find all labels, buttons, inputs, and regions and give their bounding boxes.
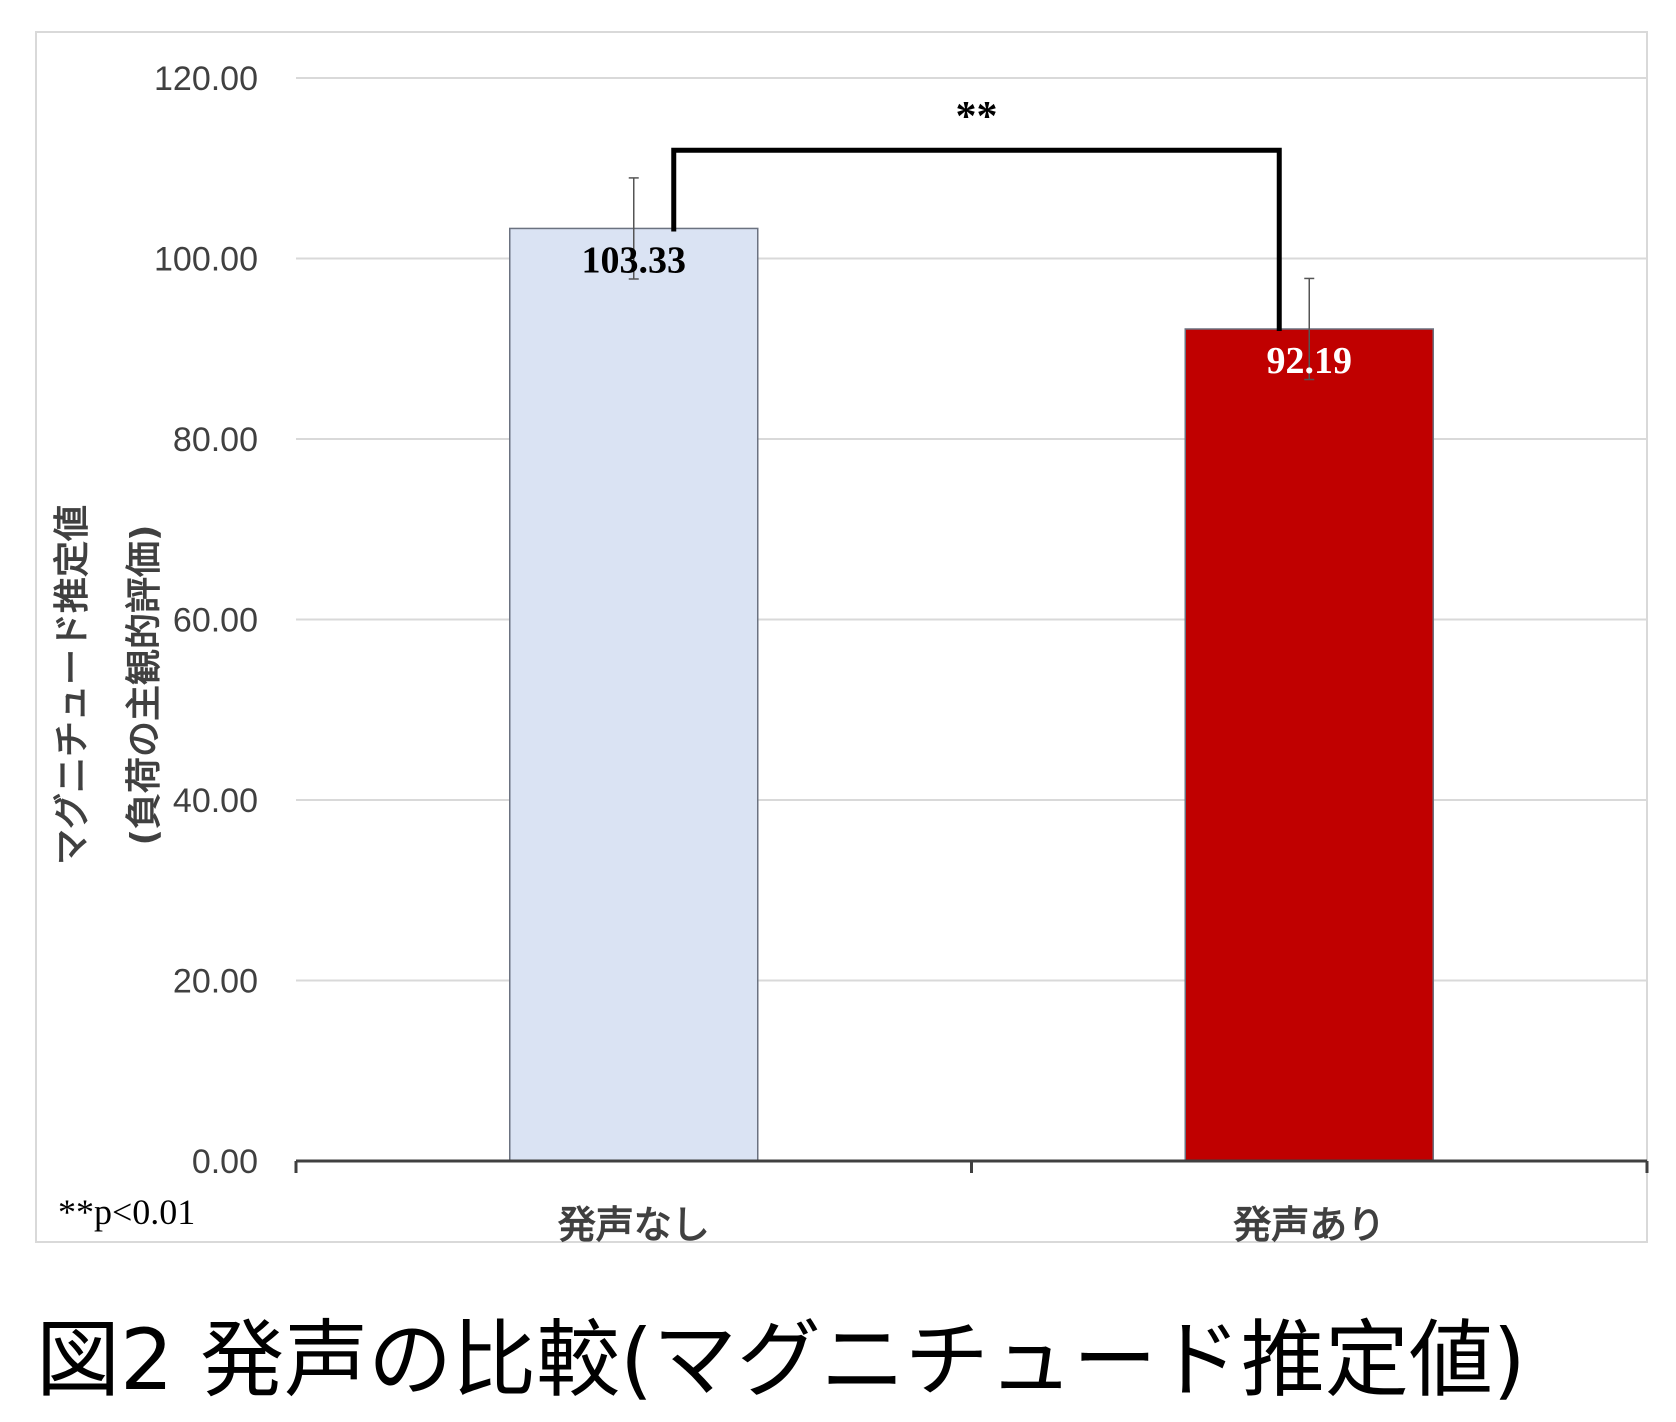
y-tick-label: 80.00	[173, 421, 258, 459]
y-axis-title-line1: マグニチュード推定値	[52, 505, 93, 865]
error-bars	[628, 177, 1315, 381]
category-labels: 発声なし 発声あり	[558, 1203, 1386, 1247]
category-label: 発声なし	[558, 1203, 710, 1247]
significance-bracket	[671, 147, 1282, 331]
bar	[509, 227, 759, 1162]
bars	[509, 227, 1434, 1162]
p-value-note: **p<0.01	[58, 1192, 195, 1232]
y-tick-label: 100.00	[154, 241, 258, 279]
y-tick-label: 20.00	[173, 963, 258, 1001]
bar	[1184, 328, 1434, 1162]
data-labels: 103.33 92.19	[582, 239, 1353, 382]
figure-caption: 図2 発声の比較(マグニチュード推定値)	[36, 1311, 1526, 1409]
data-label: 92.19	[1267, 340, 1353, 382]
data-label: 103.33	[582, 239, 687, 281]
y-tick-label: 0.00	[192, 1143, 258, 1181]
category-label: 発声あり	[1233, 1203, 1385, 1247]
y-tick-labels: 0.00 20.00 40.00 60.00 80.00 100.00 120.00	[154, 60, 258, 1181]
bar-chart: 0.00 20.00 40.00 60.00 80.00 100.00 120.00 103…	[35, 31, 1649, 1247]
y-tick-label: 120.00	[154, 60, 258, 98]
x-axis	[294, 1159, 1649, 1173]
y-axis-title-line2: (負荷の主観的評価)	[124, 525, 165, 846]
y-tick-label: 60.00	[173, 602, 258, 640]
error-bar	[628, 177, 639, 280]
error-bar	[1304, 277, 1315, 381]
significance-marker: **	[956, 94, 998, 140]
y-tick-label: 40.00	[173, 782, 258, 820]
y-axis-title: マグニチュード推定値 (負荷の主観的評価)	[52, 505, 165, 865]
